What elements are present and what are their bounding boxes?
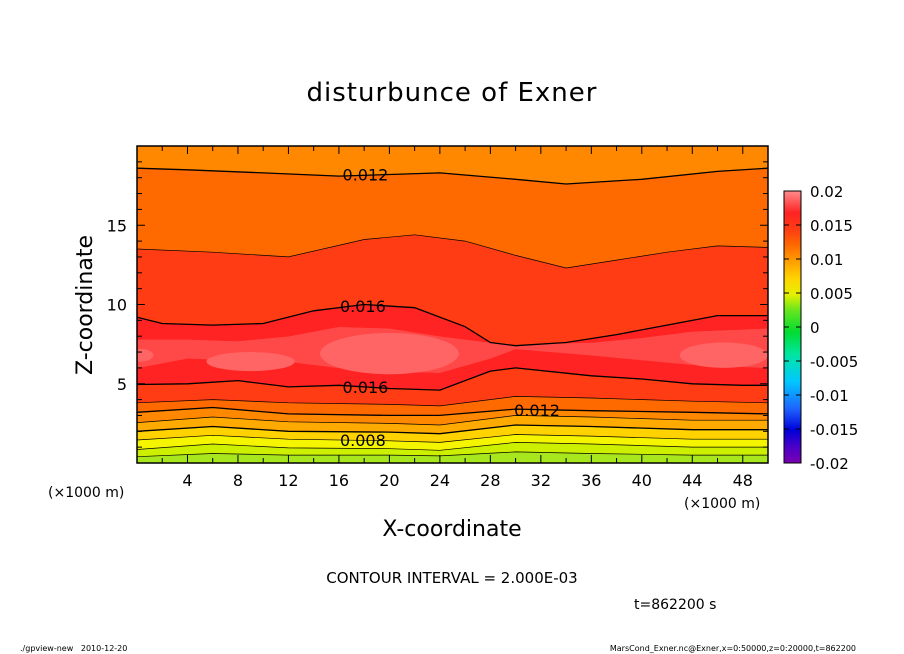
contour-field bbox=[137, 146, 768, 463]
x-axis-ticks: 4 8 12 16 20 24 28 32 36 40 44 48 bbox=[161, 146, 753, 490]
colorbar-label--0.02: -0.02 bbox=[810, 455, 849, 473]
contour-label-3: 0.012 bbox=[514, 401, 560, 420]
contour-line-b012 bbox=[137, 406, 768, 417]
x-axis-unit: (×1000 m) bbox=[684, 496, 760, 512]
colorbar-label--0.005: -0.005 bbox=[810, 353, 858, 371]
y-tick-label-5: 5 bbox=[117, 375, 127, 394]
colorbar-ticks: 0.02 0.015 0.01 0.005 0 -0.005 -0.01 -0.015 -0.0… bbox=[784, 183, 858, 473]
colorbar-label-0.02: 0.02 bbox=[810, 183, 843, 201]
x-tick-label-12: 12 bbox=[278, 471, 298, 490]
x-tick-label-20: 20 bbox=[379, 471, 399, 490]
x-tick-label-4: 4 bbox=[182, 471, 192, 490]
x-tick-label-32: 32 bbox=[531, 471, 551, 490]
contour-label-4: 0.008 bbox=[340, 431, 386, 450]
x-tick-label-36: 36 bbox=[581, 471, 601, 490]
contour-line-b010 bbox=[137, 415, 768, 426]
y-tick-label-15: 15 bbox=[107, 216, 127, 235]
time-text: t=862200 s bbox=[634, 597, 716, 613]
contour-line-b008 bbox=[137, 424, 768, 435]
colorbar-label--0.01: -0.01 bbox=[810, 387, 849, 405]
contour-label-0: 0.012 bbox=[343, 166, 389, 185]
x-axis-label: X-coordinate bbox=[382, 517, 521, 542]
x-tick-label-44: 44 bbox=[682, 471, 702, 490]
x-tick-label-40: 40 bbox=[632, 471, 652, 490]
contour-line-t016 bbox=[137, 303, 768, 347]
chart-title: disturbunce of Exner bbox=[307, 78, 598, 108]
colorbar-label-0.01: 0.01 bbox=[810, 251, 843, 269]
max-core-1 bbox=[319, 333, 459, 375]
contour-line-b004 bbox=[137, 442, 768, 451]
x-tick-label-24: 24 bbox=[430, 471, 450, 490]
colorbar-label--0.015: -0.015 bbox=[810, 421, 858, 439]
y-axis-ticks: 5 10 15 bbox=[107, 161, 768, 448]
contour-line-b014 bbox=[137, 396, 768, 407]
max-core-2 bbox=[679, 342, 768, 368]
contour-line-b006 bbox=[137, 434, 768, 443]
contour-line-b016 bbox=[137, 367, 768, 391]
y-axis-label: Z-coordinate bbox=[73, 235, 98, 375]
footer-right: MarsCond_Exner.nc@Exner,x=0:50000,z=0:20… bbox=[610, 644, 856, 653]
colorbar-label-0: 0 bbox=[810, 319, 820, 337]
contour-line-t014 bbox=[137, 234, 768, 269]
x-tick-label-16: 16 bbox=[329, 471, 349, 490]
footer-left: ./gpview-new 2010-12-20 bbox=[20, 644, 127, 653]
contour-line-t012 bbox=[137, 167, 768, 185]
x-tick-label-8: 8 bbox=[233, 471, 243, 490]
contour-label-2: 0.016 bbox=[343, 378, 389, 397]
max-core-0 bbox=[206, 352, 295, 372]
contour-label-1: 0.016 bbox=[340, 297, 386, 316]
y-tick-label-10: 10 bbox=[107, 296, 127, 315]
x-tick-label-48: 48 bbox=[733, 471, 753, 490]
x-tick-label-28: 28 bbox=[480, 471, 500, 490]
max-core-3 bbox=[137, 348, 154, 362]
contour-interval-text: CONTOUR INTERVAL = 2.000E-03 bbox=[326, 569, 577, 587]
colorbar-label-0.005: 0.005 bbox=[810, 285, 853, 303]
colorbar-label-0.015: 0.015 bbox=[810, 217, 853, 235]
y-axis-unit: (×1000 m) bbox=[48, 485, 124, 501]
